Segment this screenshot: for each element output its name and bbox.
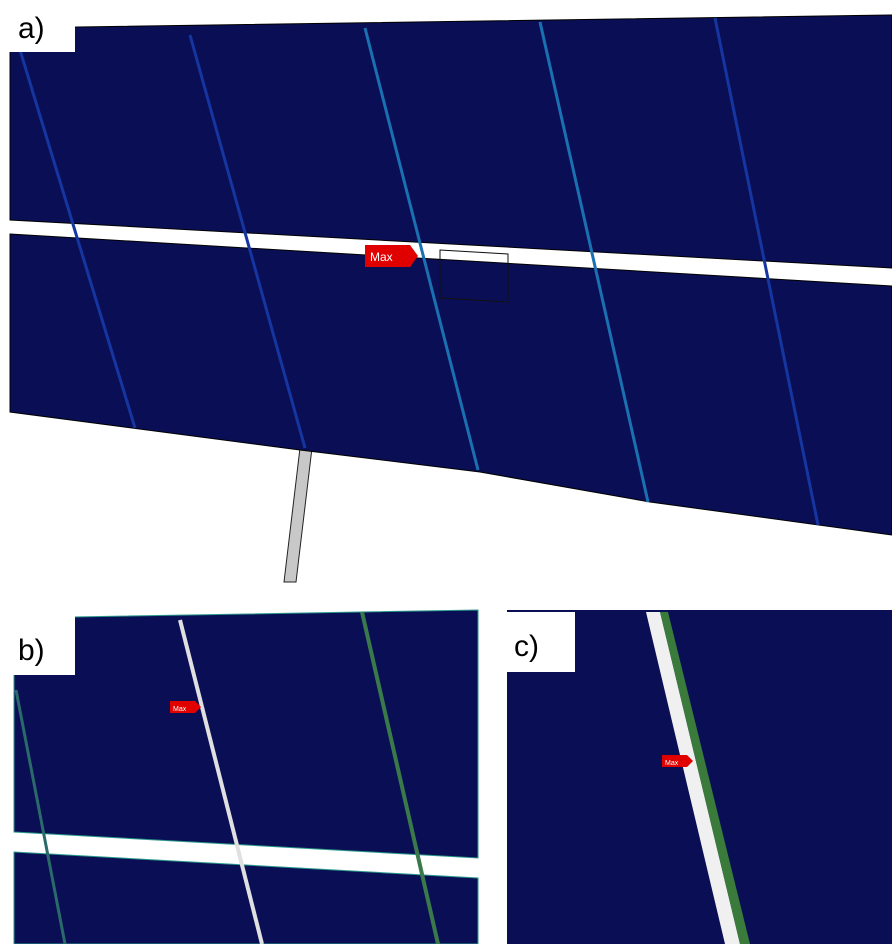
panel-lower (10, 234, 892, 535)
pole (284, 448, 312, 582)
panel-b: b) Max (0, 605, 478, 944)
panel-label: c) (514, 630, 539, 663)
panel-lower (14, 852, 478, 944)
max-text: Max (173, 706, 187, 713)
max-text: Max (370, 250, 393, 264)
figure: a) Max b) Max c) Max (0, 0, 892, 944)
panel-c: c) Max (507, 610, 892, 944)
panel-label: a) (18, 12, 45, 45)
panel-a: a) Max (0, 0, 892, 582)
page: a) Max b) Max c) Max (() => { const data… (0, 0, 892, 944)
panel-upper (10, 15, 892, 268)
panel-label: b) (18, 634, 45, 667)
max-text: Max (665, 760, 679, 767)
